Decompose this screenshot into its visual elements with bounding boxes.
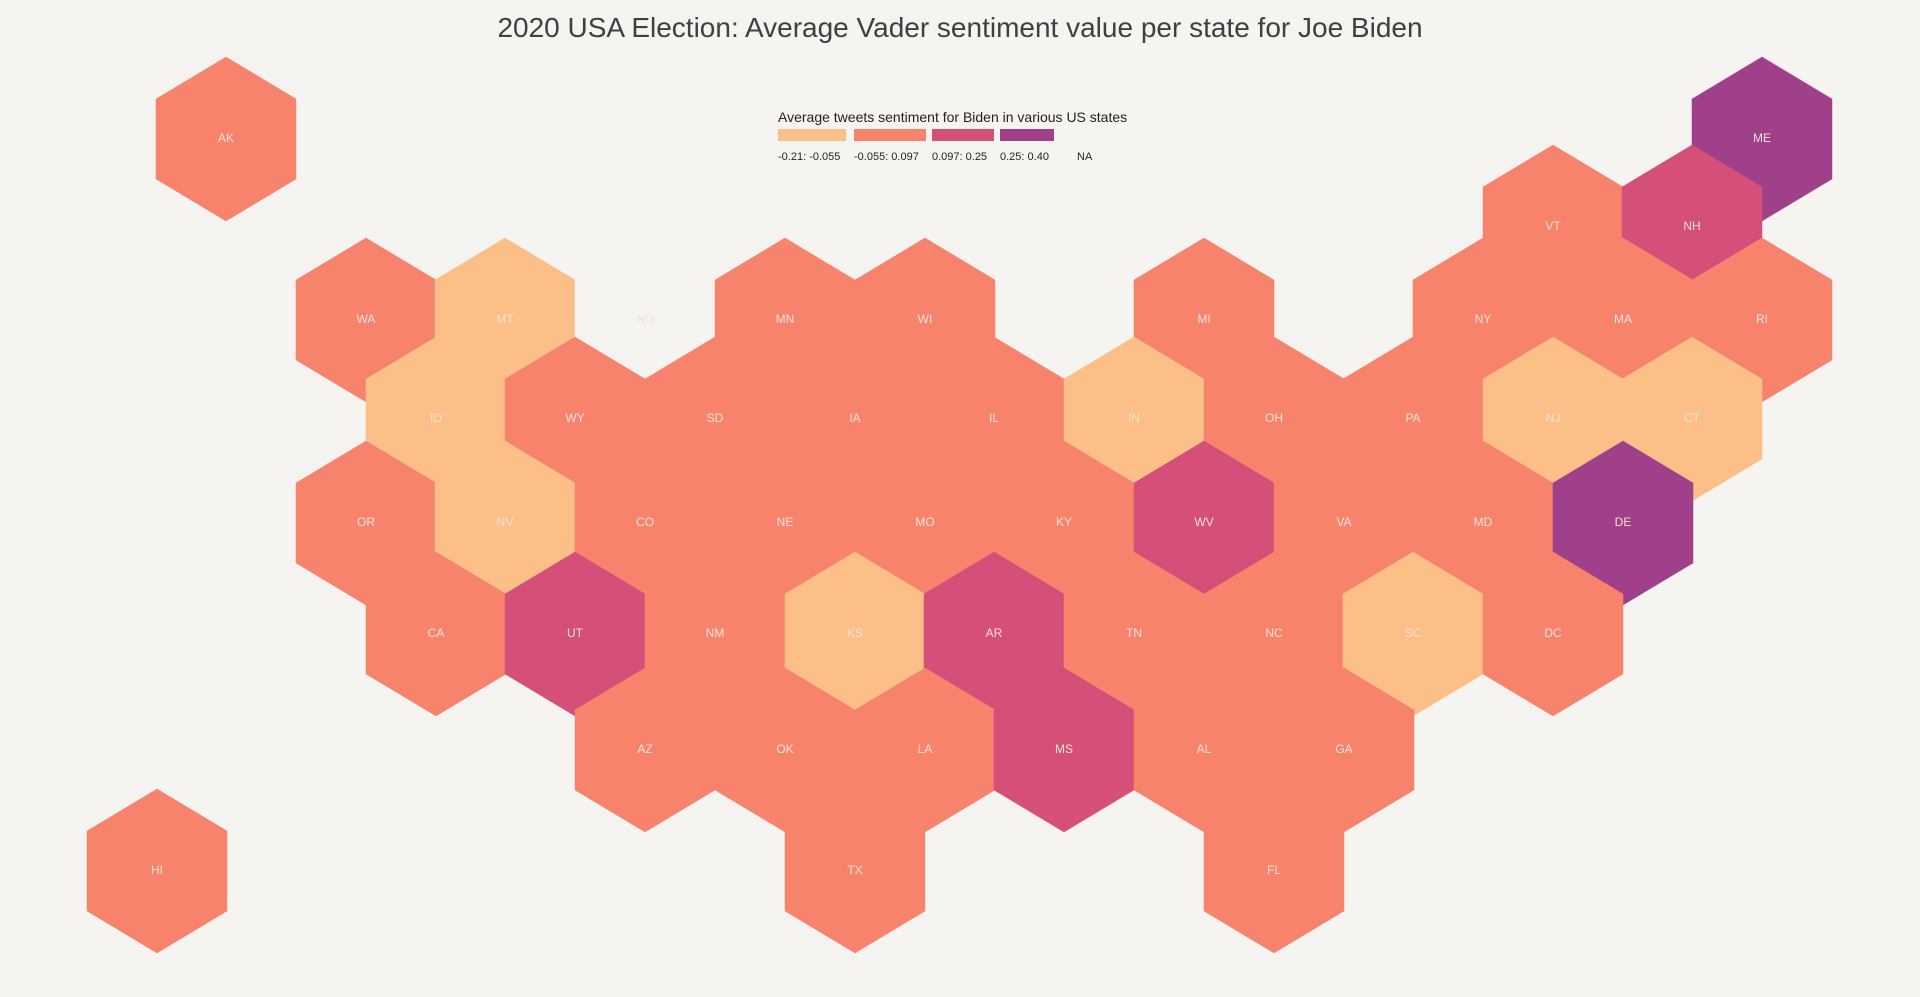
state-label: ME bbox=[1753, 131, 1771, 145]
state-label: VT bbox=[1545, 219, 1561, 233]
state-label: LA bbox=[918, 742, 933, 756]
state-label: OR bbox=[357, 515, 375, 529]
state-label: AK bbox=[218, 131, 234, 145]
state-label: NV bbox=[497, 515, 514, 529]
state-label: MD bbox=[1474, 515, 1493, 529]
state-hex-de: DE bbox=[1552, 440, 1694, 606]
legend-na-label: NA bbox=[1077, 151, 1093, 163]
state-label: IA bbox=[849, 411, 860, 425]
legend-bin-label: 0.25: 0.40 bbox=[1000, 151, 1049, 163]
state-label: SD bbox=[707, 411, 724, 425]
legend-swatch bbox=[778, 129, 846, 141]
state-hex-shape bbox=[1482, 551, 1624, 717]
state-hex-shape bbox=[784, 788, 926, 954]
state-label: NJ bbox=[1546, 411, 1561, 425]
state-label: MT bbox=[496, 312, 514, 326]
state-label: DC bbox=[1544, 626, 1562, 640]
state-label: DE bbox=[1615, 515, 1632, 529]
legend-bin-label: -0.21: -0.055 bbox=[778, 151, 840, 163]
state-hex-md: MD bbox=[1412, 440, 1554, 606]
state-label: CA bbox=[428, 626, 445, 640]
state-label: MN bbox=[776, 312, 795, 326]
state-label: WI bbox=[918, 312, 933, 326]
state-label: AR bbox=[986, 626, 1003, 640]
state-label: PA bbox=[1405, 411, 1420, 425]
legend-swatch bbox=[854, 129, 926, 141]
state-label: TN bbox=[1126, 626, 1142, 640]
state-hex-ok: OK bbox=[714, 667, 856, 833]
state-label: OK bbox=[776, 742, 793, 756]
state-hexagons: AK ME VT NH WA MT ND MN WI MI NY MA RI ID WY SD IA IL IN OH… bbox=[86, 56, 1833, 954]
state-label: MI bbox=[1197, 312, 1210, 326]
state-hex-in: IN bbox=[1063, 336, 1205, 502]
state-label: ND bbox=[636, 312, 654, 326]
state-label: MO bbox=[915, 515, 934, 529]
state-label: VA bbox=[1336, 515, 1351, 529]
state-label: NE bbox=[777, 515, 794, 529]
state-label: OH bbox=[1265, 411, 1283, 425]
state-label: HI bbox=[151, 863, 163, 877]
state-label: AL bbox=[1197, 742, 1212, 756]
legend-swatch bbox=[1000, 129, 1054, 141]
state-hex-shape bbox=[1203, 788, 1345, 954]
state-label: CT bbox=[1684, 411, 1701, 425]
state-label: ID bbox=[430, 411, 442, 425]
state-label: KY bbox=[1056, 515, 1072, 529]
state-label: KS bbox=[847, 626, 863, 640]
state-hex-tn: TN bbox=[1063, 551, 1205, 717]
legend-swatch bbox=[932, 129, 994, 141]
state-label: AZ bbox=[637, 742, 652, 756]
legend-bin-label: 0.097: 0.25 bbox=[932, 151, 987, 163]
state-label: NY bbox=[1475, 312, 1492, 326]
state-label: WA bbox=[357, 312, 376, 326]
state-label: CO bbox=[636, 515, 654, 529]
state-hex-ak: AK bbox=[155, 56, 297, 222]
state-label: FL bbox=[1267, 863, 1281, 877]
legend-bin-label: -0.055: 0.097 bbox=[854, 151, 919, 163]
state-label: MS bbox=[1055, 742, 1073, 756]
state-label: WV bbox=[1194, 515, 1213, 529]
state-hex-la: LA bbox=[854, 667, 996, 833]
state-hex-dc: DC bbox=[1482, 551, 1624, 717]
state-label: WY bbox=[565, 411, 584, 425]
state-hex-wv: WV bbox=[1133, 440, 1275, 606]
legend: Average tweets sentiment for Biden in va… bbox=[778, 109, 1127, 163]
state-label: IL bbox=[989, 411, 999, 425]
state-label: NM bbox=[706, 626, 725, 640]
state-label: MA bbox=[1614, 312, 1632, 326]
legend-title: Average tweets sentiment for Biden in va… bbox=[778, 109, 1127, 125]
state-label: SC bbox=[1405, 626, 1422, 640]
map-title: 2020 USA Election: Average Vader sentime… bbox=[497, 12, 1422, 43]
state-hex-fl: FL bbox=[1203, 788, 1345, 954]
state-label: IN bbox=[1128, 411, 1140, 425]
state-label: RI bbox=[1756, 312, 1768, 326]
state-hex-shape bbox=[155, 56, 297, 222]
state-hex-tx: TX bbox=[784, 788, 926, 954]
state-hex-shape bbox=[86, 788, 228, 954]
state-label: NH bbox=[1683, 219, 1700, 233]
state-label: UT bbox=[567, 626, 584, 640]
state-hex-hi: HI bbox=[86, 788, 228, 954]
state-label: NC bbox=[1265, 626, 1283, 640]
state-label: GA bbox=[1335, 742, 1352, 756]
state-label: TX bbox=[847, 863, 862, 877]
